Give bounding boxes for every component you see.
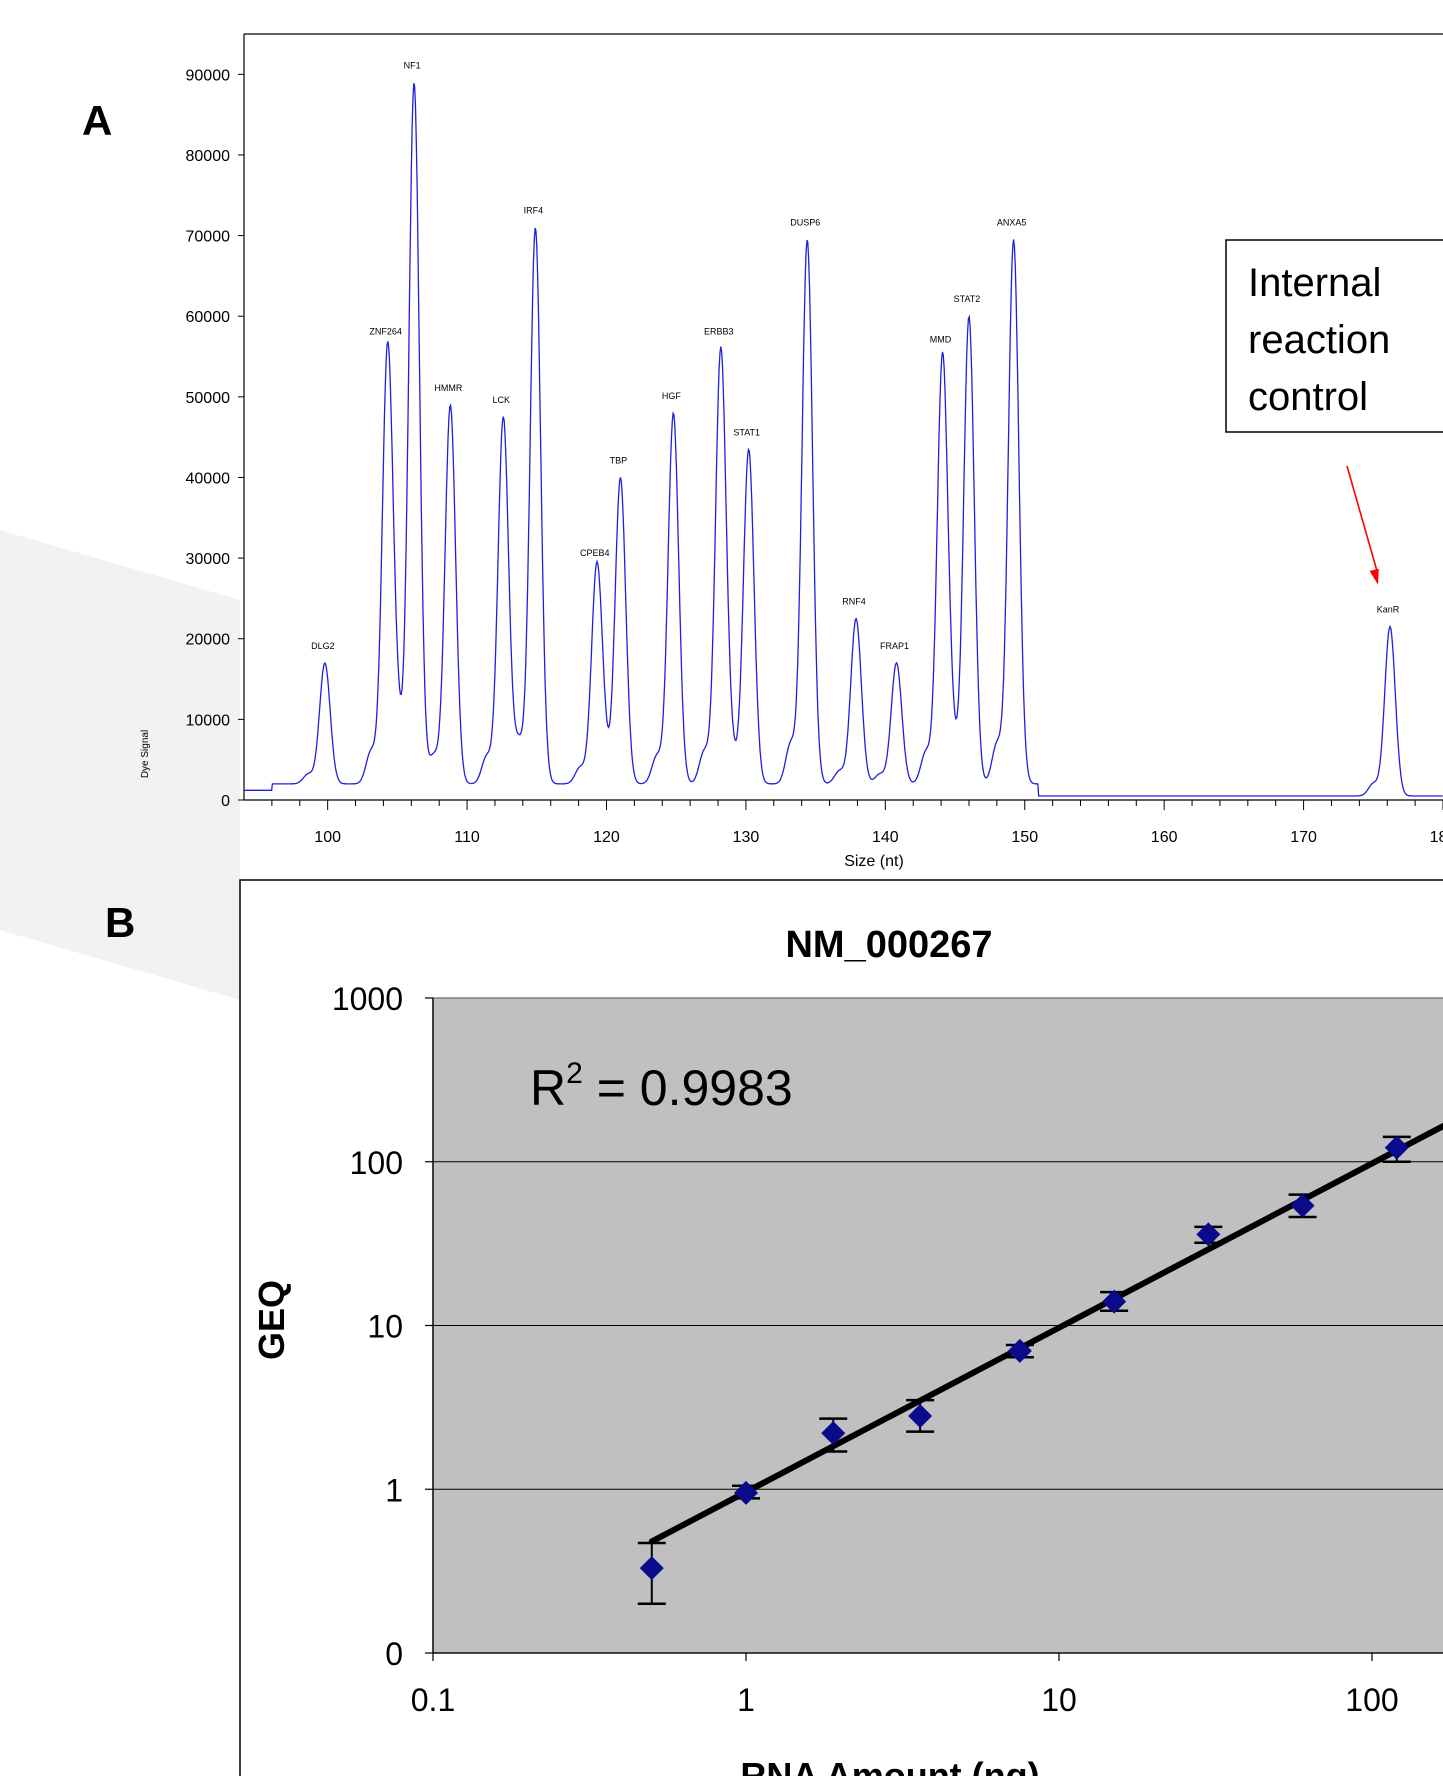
panel-b-letter: B <box>105 899 135 946</box>
data-point <box>1382 1135 1411 1163</box>
peak-label: IRF4 <box>524 206 544 216</box>
data-point <box>637 1541 666 1605</box>
x-tick-label: 160 <box>1151 829 1178 846</box>
peak-label: STAT2 <box>954 294 981 304</box>
annotation-line-2: reaction <box>1248 318 1390 362</box>
y-tick-label: 10000 <box>186 712 231 729</box>
y-tick-label: 90000 <box>186 67 231 84</box>
peak-label: DLG2 <box>311 641 335 651</box>
annotation-box <box>1225 239 1443 433</box>
annotation-arrowhead <box>1369 568 1379 585</box>
chart-a-y-axis-label: Dye Signal <box>140 730 151 778</box>
x-tick-label: 1 <box>737 1682 755 1718</box>
x-tick-label: 170 <box>1290 829 1317 846</box>
x-tick-label: 110 <box>454 829 480 846</box>
chart-a: 0 10000 20000 30000 40000 50000 60000 70000 8000… <box>140 33 1443 870</box>
y-tick-label: 10 <box>367 1309 403 1345</box>
peak-label: LCK <box>493 395 511 405</box>
peak-labels: DLG2 ZNF264 NF1 HMMR LCK IRF4 CPEB4 TBP HGF ERBB3… <box>311 60 1400 651</box>
y-tick-label: 80000 <box>186 148 231 165</box>
diamond-marker <box>1196 1222 1221 1247</box>
data-point <box>906 1398 935 1433</box>
y-tick-label: 0 <box>221 793 230 810</box>
chart-a-axes <box>243 33 1443 801</box>
peak-label: KanR <box>1377 605 1400 615</box>
trendline <box>648 1122 1443 1545</box>
y-tick-label: 100 <box>350 1145 403 1181</box>
panel-a-letter: A <box>82 97 112 144</box>
r2-superscript: 2 <box>566 1057 583 1090</box>
dye-signal-trace <box>244 83 1443 797</box>
chart-b-y-axis-label: GEQ <box>251 1280 292 1360</box>
annotation-arrow <box>1346 465 1379 575</box>
x-tick-label: 100 <box>1345 1682 1398 1718</box>
chart-b-gridlines <box>433 1161 1443 1490</box>
diamond-marker <box>734 1480 758 1505</box>
diamond-marker <box>1102 1289 1127 1314</box>
peak-label: RNF4 <box>842 597 866 607</box>
diamond-marker <box>1290 1193 1315 1218</box>
peak-label: ANXA5 <box>997 218 1027 228</box>
x-tick-label: 100 <box>314 829 341 846</box>
y-tick-label: 30000 <box>186 551 231 568</box>
chart-b-title: NM_000267 <box>785 924 992 966</box>
data-point <box>732 1480 760 1505</box>
diamond-marker <box>821 1421 846 1446</box>
r2-prefix: R <box>530 1060 566 1116</box>
x-tick-label: 130 <box>733 829 760 846</box>
data-point <box>1005 1338 1034 1363</box>
y-tick-label: 1 <box>385 1472 403 1508</box>
peak-label: ZNF264 <box>369 326 402 336</box>
diamond-marker <box>1384 1135 1409 1160</box>
diamond-marker <box>639 1556 664 1581</box>
y-tick-label: 70000 <box>186 229 231 246</box>
data-point <box>819 1417 848 1453</box>
y-tick-label: 0 <box>385 1636 403 1672</box>
x-tick-label: 0.1 <box>411 1682 455 1718</box>
x-tick-label: 140 <box>872 829 899 846</box>
chart-a-ticks: 0 10000 20000 30000 40000 50000 60000 70000 8000… <box>186 67 1443 846</box>
y-tick-label: 50000 <box>186 390 231 407</box>
internal-control-annotation: Internal reaction control <box>1225 239 1443 585</box>
peak-label: ERBB3 <box>704 326 734 336</box>
data-point <box>1100 1289 1129 1314</box>
background-shade <box>0 530 240 1000</box>
x-tick-label: 180 <box>1430 829 1443 846</box>
x-tick-label: 150 <box>1011 829 1038 846</box>
peak-label: DUSP6 <box>790 218 820 228</box>
data-point <box>1194 1222 1223 1247</box>
peak-label: HGF <box>662 391 682 401</box>
peak-label: TBP <box>610 455 628 465</box>
peak-label: CPEB4 <box>580 548 610 558</box>
peak-label: NF1 <box>404 60 421 70</box>
annotation-line-1: Internal <box>1248 261 1381 305</box>
diamond-marker <box>1007 1338 1032 1363</box>
y-tick-label: 40000 <box>186 470 231 487</box>
diamond-marker <box>908 1404 933 1429</box>
chart-a-x-axis-label: Size (nt) <box>844 853 904 870</box>
x-tick-label: 120 <box>593 829 620 846</box>
y-tick-label: 1000 <box>332 981 403 1017</box>
annotation-line-3: control <box>1248 375 1368 419</box>
x-tick-label: 10 <box>1041 1682 1077 1718</box>
peak-label: MMD <box>930 335 952 345</box>
y-tick-label: 60000 <box>186 309 231 326</box>
data-point <box>1288 1193 1317 1219</box>
y-tick-label: 20000 <box>186 632 231 649</box>
chart-b-points <box>637 1135 1411 1605</box>
peak-label: FRAP1 <box>880 641 909 651</box>
peak-label: HMMR <box>434 383 462 393</box>
chart-b-x-axis-label: RNA Amount (ng) <box>740 1755 1039 1776</box>
peak-label: STAT1 <box>733 427 760 437</box>
r2-value: = 0.9983 <box>583 1060 793 1116</box>
r-squared-label: R2 = 0.9983 <box>530 1057 793 1116</box>
